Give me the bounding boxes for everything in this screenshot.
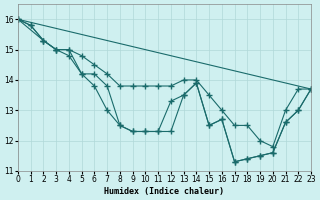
X-axis label: Humidex (Indice chaleur): Humidex (Indice chaleur) [105, 187, 225, 196]
